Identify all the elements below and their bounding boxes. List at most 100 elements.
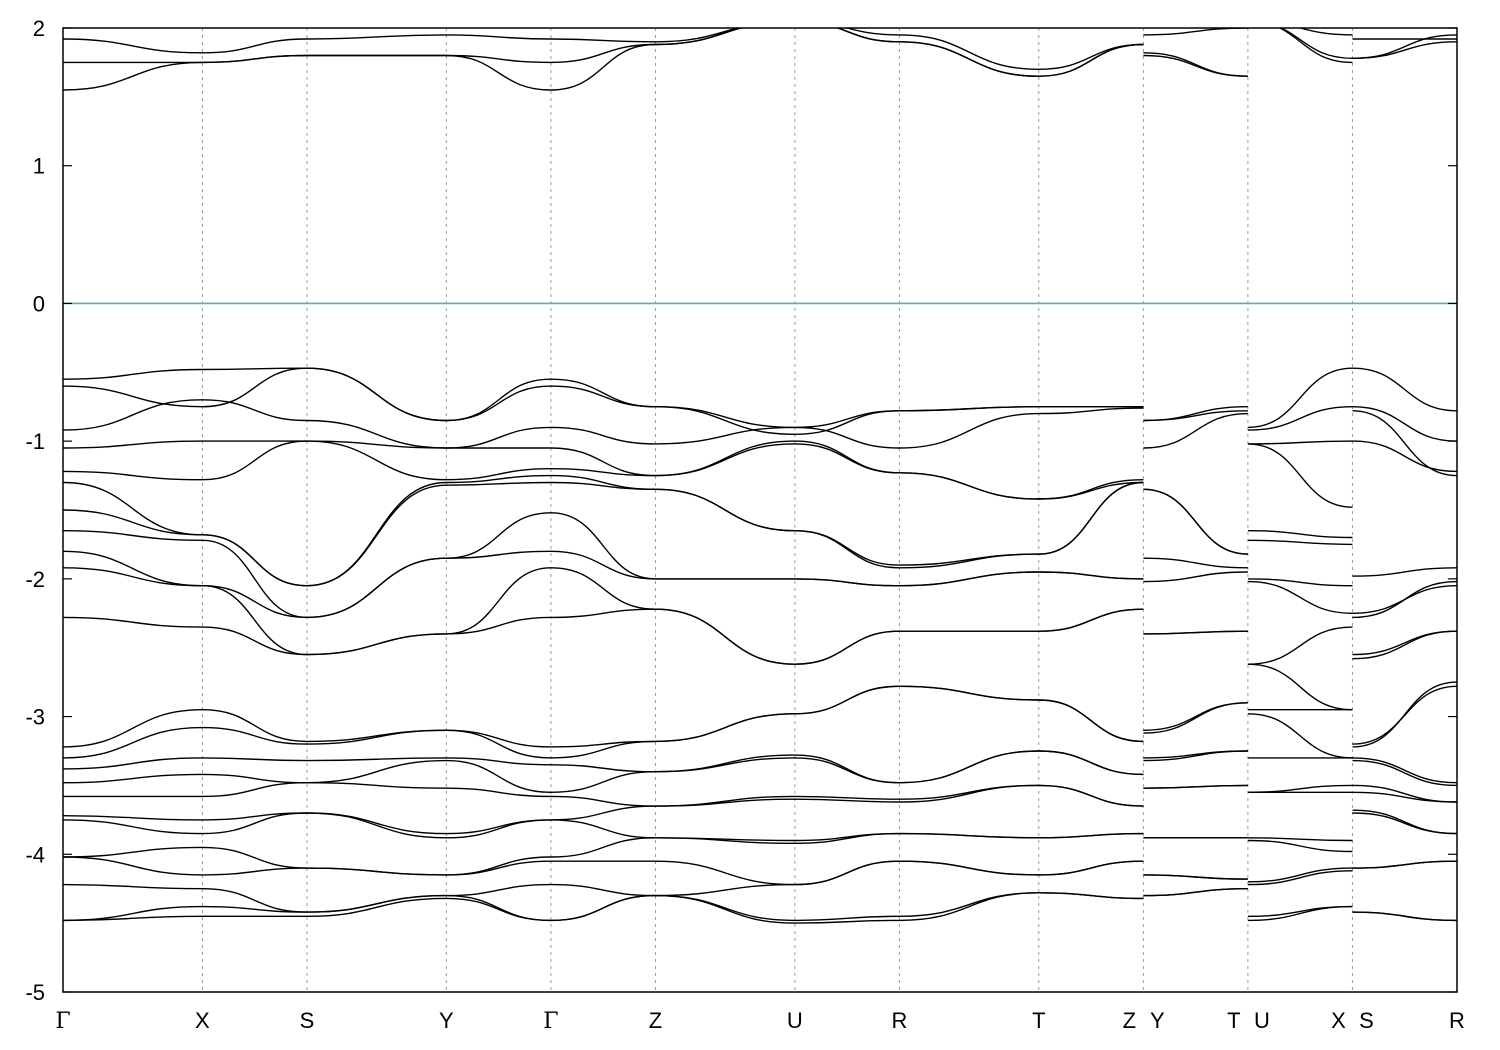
band-line-s2-b1 bbox=[1279, 28, 1353, 59]
band-line-s2-b9 bbox=[1247, 578, 1353, 587]
kpoint-label: Z bbox=[649, 1008, 662, 1033]
band-line-s0-b21 bbox=[63, 832, 1144, 876]
band-line-s3-b4 bbox=[1352, 406, 1457, 442]
kpoint-label: Y bbox=[1150, 1008, 1165, 1033]
band-line-s3-b15 bbox=[1352, 759, 1457, 787]
band-line-s2-b3 bbox=[1247, 367, 1353, 429]
band-line-s2-b19 bbox=[1247, 839, 1353, 853]
band-line-s1-b23 bbox=[1143, 888, 1248, 897]
kpoint-label: U bbox=[1254, 1008, 1270, 1033]
band-line-s1-b4 bbox=[1143, 410, 1248, 422]
kpoint-label: Z bbox=[1123, 1008, 1136, 1033]
band-line-s1-b13 bbox=[1143, 702, 1248, 734]
band-line-s0-b2 bbox=[63, 28, 1144, 71]
band-line-s2-b7 bbox=[1247, 530, 1353, 539]
kpoint-label: X bbox=[195, 1008, 210, 1033]
band-line-s1-b12 bbox=[1143, 702, 1248, 731]
band-line-s0-b19 bbox=[63, 784, 1144, 835]
band-line-s1-b11 bbox=[1143, 630, 1248, 635]
band-line-s0-b18 bbox=[63, 781, 1144, 807]
band-line-s1-b2 bbox=[1143, 28, 1248, 36]
band-line-s3-b3 bbox=[1352, 367, 1457, 412]
band-line-s3-b13 bbox=[1352, 681, 1457, 748]
band-line-s0-b23 bbox=[63, 860, 1144, 913]
band-line-s0-b5 bbox=[63, 399, 1144, 449]
band-line-s2-b18 bbox=[1247, 837, 1353, 842]
band-line-s0-b9 bbox=[63, 481, 1144, 587]
y-tick-label: -4 bbox=[25, 842, 45, 867]
band-line-s2-b5 bbox=[1247, 440, 1353, 445]
band-line-s2-b14 bbox=[1247, 713, 1353, 759]
band-line-s1-b9 bbox=[1143, 571, 1248, 583]
band-line-s3-b14 bbox=[1352, 757, 1457, 784]
band-line-s3-b1 bbox=[1352, 41, 1457, 59]
band-line-s0-b17 bbox=[63, 750, 1144, 794]
band-line-s0-b11 bbox=[63, 550, 1144, 619]
band-line-s2-b8 bbox=[1247, 539, 1353, 546]
band-line-s0-b8 bbox=[63, 474, 1144, 587]
band-line-s2-b2 bbox=[1297, 28, 1353, 36]
band-line-s0-b12 bbox=[63, 567, 1144, 665]
kpoint-label: T bbox=[1227, 1008, 1240, 1033]
kpoint-label: X bbox=[1331, 1008, 1346, 1033]
band-line-s0-b4 bbox=[63, 367, 1144, 436]
band-line-s3-b19 bbox=[1352, 812, 1457, 835]
band-line-s0-b15 bbox=[63, 685, 1144, 759]
band-line-s2-b16 bbox=[1247, 784, 1353, 793]
kpoint-label: R bbox=[891, 1008, 907, 1033]
band-line-s3-b11 bbox=[1352, 630, 1457, 660]
kpoint-label: Y bbox=[439, 1008, 454, 1033]
band-line-s1-b3 bbox=[1143, 406, 1248, 422]
band-line-s2-b10 bbox=[1247, 580, 1353, 614]
y-tick-label: -5 bbox=[25, 980, 45, 1005]
band-line-s3-b17 bbox=[1352, 791, 1457, 803]
band-line-s2-b20 bbox=[1247, 867, 1353, 883]
band-line-s0-b13 bbox=[63, 608, 1144, 665]
band-line-s2-b23 bbox=[1247, 905, 1353, 922]
band-line-s2-b12 bbox=[1247, 663, 1353, 711]
band-line-s3-b2 bbox=[1352, 34, 1457, 59]
kpoint-label: U bbox=[787, 1008, 803, 1033]
band-line-s3-b6 bbox=[1352, 440, 1457, 473]
band-line-s3-b21 bbox=[1352, 860, 1457, 869]
band-line-s2-b21 bbox=[1247, 870, 1353, 886]
kpoint-label: R bbox=[1449, 1008, 1465, 1033]
y-axis-ticks: 2 1 0 -1 -2 -3 -4 -5 bbox=[25, 16, 1457, 1005]
band-line-s1-b1 bbox=[1143, 52, 1248, 77]
band-line-s1-b8 bbox=[1143, 557, 1248, 569]
band-line-s0-b3 bbox=[63, 367, 1144, 429]
band-line-s1-b21 bbox=[1143, 874, 1248, 880]
kpoint-label: Γ bbox=[543, 1009, 558, 1034]
band-line-s0-b1 bbox=[63, 28, 1144, 77]
band-line-s3-b10 bbox=[1352, 630, 1457, 656]
band-line-s2-b0 bbox=[1278, 28, 1353, 64]
band-line-s2-b4 bbox=[1247, 406, 1353, 431]
high-symmetry-gridlines bbox=[201, 28, 1353, 992]
band-line-s2-b22 bbox=[1247, 905, 1353, 917]
band-line-s3-b7 bbox=[1352, 567, 1457, 577]
band-lines bbox=[63, 28, 1457, 924]
band-line-s0-b0 bbox=[63, 28, 1144, 91]
band-line-s1-b5 bbox=[1143, 412, 1248, 449]
band-line-s1-b7 bbox=[1143, 488, 1248, 555]
y-tick-label: -3 bbox=[25, 705, 45, 730]
band-line-s3-b9 bbox=[1352, 580, 1457, 619]
band-line-s2-b11 bbox=[1247, 626, 1353, 665]
kpoint-label: Γ bbox=[55, 1009, 70, 1034]
band-line-s1-b17 bbox=[1143, 784, 1248, 789]
kpoint-label: S bbox=[300, 1008, 315, 1033]
band-line-s3-b16 bbox=[1352, 784, 1457, 803]
y-tick-label: 1 bbox=[33, 154, 45, 179]
kpoint-label: S bbox=[1359, 1008, 1374, 1033]
band-line-s0-b25 bbox=[63, 892, 1144, 924]
band-line-s3-b5 bbox=[1352, 410, 1457, 477]
band-line-s1-b15 bbox=[1143, 750, 1248, 762]
y-tick-label: -1 bbox=[25, 429, 45, 454]
band-line-s1-b0 bbox=[1143, 54, 1248, 77]
band-line-s0-b7 bbox=[63, 440, 1144, 500]
kpoint-label: T bbox=[1032, 1008, 1045, 1033]
band-line-s2-b6 bbox=[1247, 443, 1353, 508]
plot-frame bbox=[62, 27, 1458, 993]
